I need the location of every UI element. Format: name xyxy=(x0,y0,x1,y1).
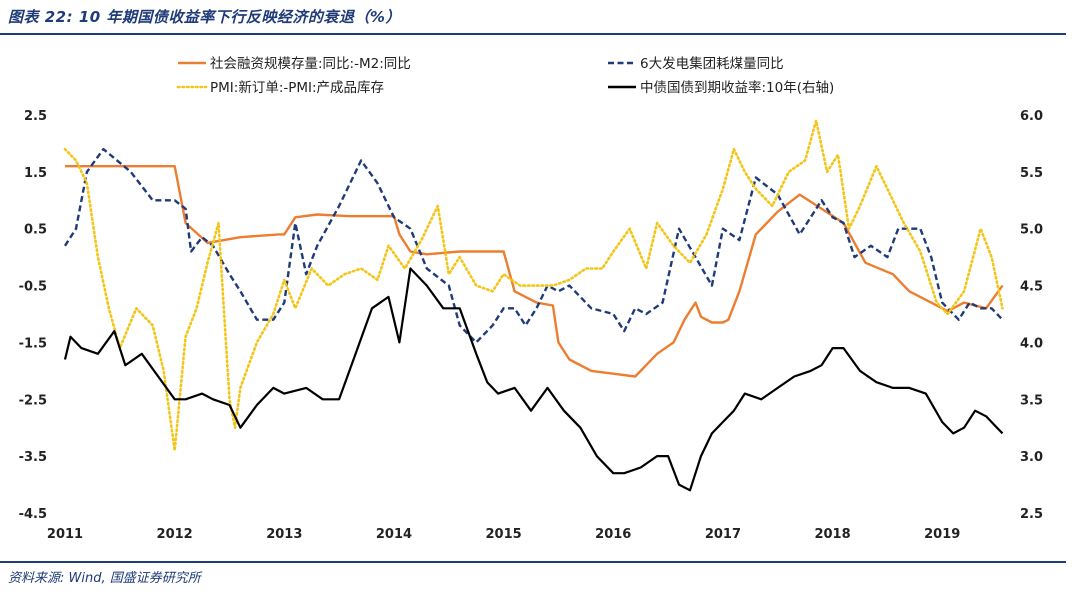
legend-label-1: 6大发电集团耗煤量同比 xyxy=(640,56,784,72)
series-line-2 xyxy=(63,119,1004,452)
x-tick-label: 2019 xyxy=(924,527,960,542)
series-line-3 xyxy=(63,267,1004,492)
top-rule xyxy=(0,33,1066,35)
x-tick-label: 2012 xyxy=(157,527,193,542)
legend-label-2: PMI:新订单:-PMI:产成品库存 xyxy=(210,80,384,96)
x-tick-label: 2016 xyxy=(595,527,631,542)
bottom-rule xyxy=(0,561,1066,563)
y-right-tick-label: 3.0 xyxy=(1020,450,1043,465)
y-left-tick-label: -3.5 xyxy=(19,450,47,465)
legend-label-3: 中债国债到期收益率:10年(右轴) xyxy=(640,79,834,96)
legend-layer: 社会融资规模存量:同比:-M2:同比 6大发电集团耗煤量同比 PMI:新订单:-PM… xyxy=(176,56,834,96)
x-tick-label: 2015 xyxy=(486,527,522,542)
axis-layer: 2011 2012 2013 2014 2015 2016 2017 2018 2019 2.5 1… xyxy=(19,109,1043,542)
y-left-tick-label: -4.5 xyxy=(19,507,47,522)
y-left-tick-label: 0.5 xyxy=(24,223,47,238)
x-tick-label: 2013 xyxy=(266,527,302,542)
y-left-tick-label: -1.5 xyxy=(19,336,47,351)
source-note: 资料来源: Wind, 国盛证券研究所 xyxy=(8,571,201,586)
series-line-1 xyxy=(63,147,1004,344)
x-tick-label: 2018 xyxy=(814,527,850,542)
y-right-tick-label: 4.5 xyxy=(1020,280,1043,295)
y-left-tick-label: 2.5 xyxy=(24,109,47,124)
y-left-tick-label: -2.5 xyxy=(19,393,47,408)
y-left-tick-label: -0.5 xyxy=(19,280,47,295)
chart-title: 图表 22: 10 年期国债收益率下行反映经济的衰退（%） xyxy=(8,8,401,26)
y-right-tick-label: 5.0 xyxy=(1020,223,1043,238)
y-right-tick-label: 3.5 xyxy=(1020,393,1043,408)
y-left-tick-label: 1.5 xyxy=(24,166,47,181)
y-right-tick-label: 4.0 xyxy=(1020,336,1043,351)
x-tick-label: 2011 xyxy=(47,527,83,542)
y-right-tick-label: 2.5 xyxy=(1020,507,1043,522)
x-tick-label: 2017 xyxy=(705,527,741,542)
y-right-tick-label: 6.0 xyxy=(1020,109,1043,124)
legend-label-0: 社会融资规模存量:同比:-M2:同比 xyxy=(210,56,411,72)
x-tick-label: 2014 xyxy=(376,527,412,542)
series-layer xyxy=(63,119,1004,492)
y-right-tick-label: 5.5 xyxy=(1020,166,1043,181)
